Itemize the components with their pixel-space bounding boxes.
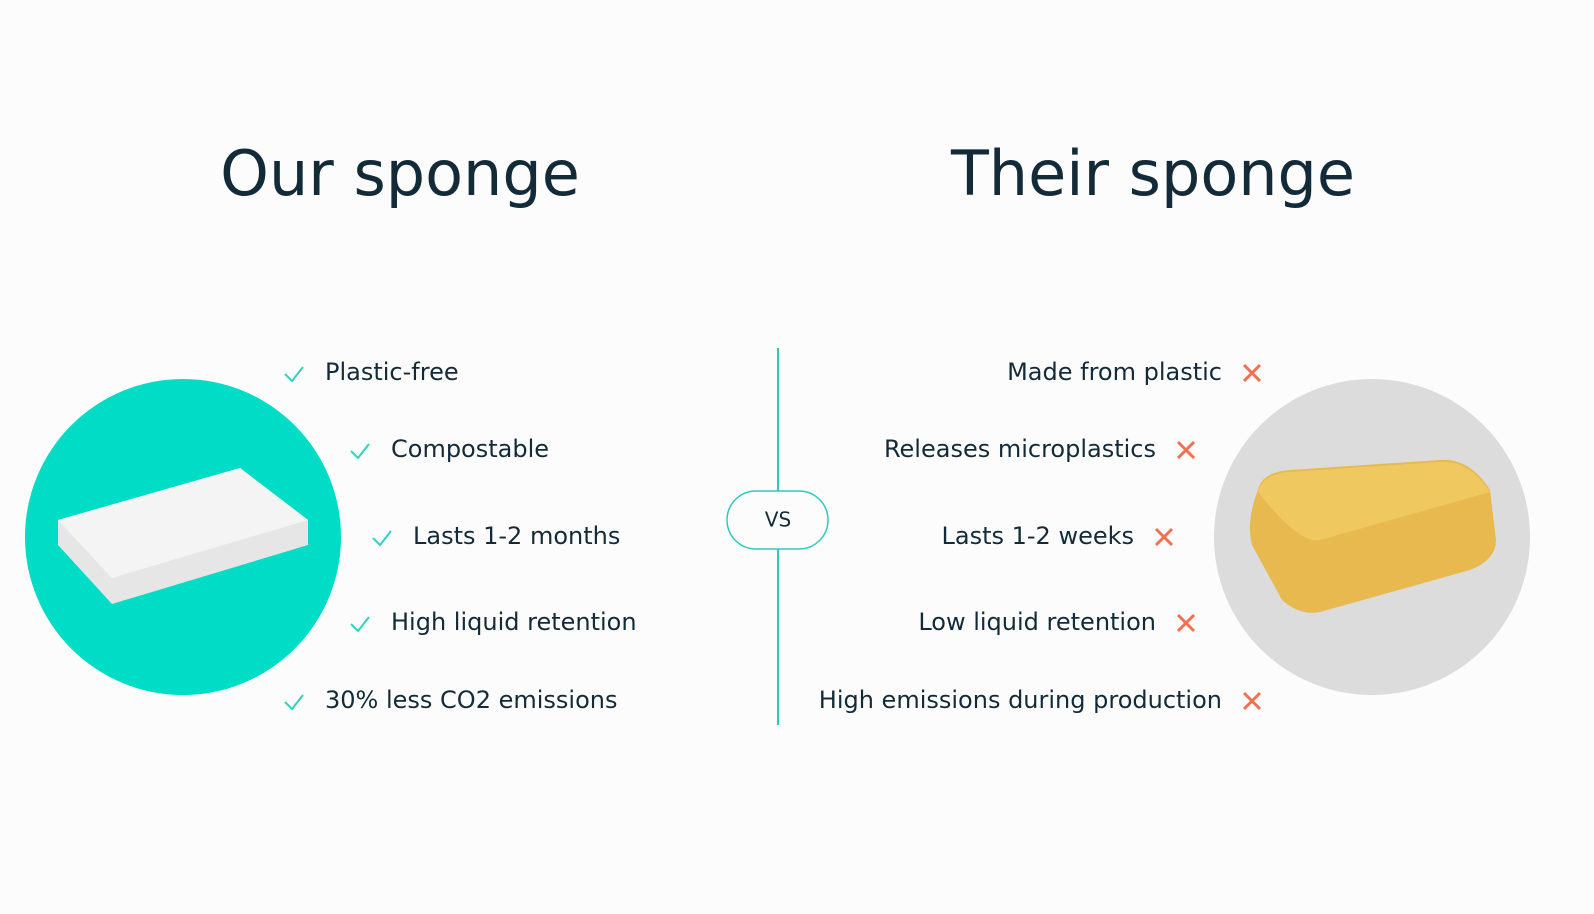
check-icon: [372, 530, 392, 547]
our-title: Our sponge: [220, 137, 580, 210]
vs-label: VS: [765, 508, 791, 532]
their-sponge: [1250, 459, 1496, 613]
check-icon: [284, 694, 304, 711]
our-item: Compostable: [391, 435, 549, 463]
cross-icon: [1242, 363, 1262, 383]
items: Plastic-free Compostable Lasts 1-2 months H…: [284, 358, 1262, 714]
check-icon: [350, 443, 370, 460]
their-title: Their sponge: [950, 137, 1355, 210]
our-sponge: [58, 468, 308, 604]
cross-icon: [1242, 691, 1262, 711]
check-icon: [350, 616, 370, 633]
our-item: High liquid retention: [391, 608, 637, 636]
check-icon: [284, 366, 304, 383]
our-item: Lasts 1-2 months: [413, 522, 620, 550]
our-item: Plastic-free: [325, 358, 459, 386]
their-item: Lasts 1-2 weeks: [941, 522, 1134, 550]
cross-icon: [1176, 440, 1196, 460]
their-item: Low liquid retention: [918, 608, 1156, 636]
their-item: Made from plastic: [1007, 358, 1222, 386]
vs-pill: [726, 490, 829, 550]
our-item: 30% less CO2 emissions: [325, 686, 617, 714]
cross-icon: [1154, 527, 1174, 547]
their-item: High emissions during production: [819, 686, 1222, 714]
cross-icon: [1176, 613, 1196, 633]
their-item: Releases microplastics: [884, 435, 1156, 463]
